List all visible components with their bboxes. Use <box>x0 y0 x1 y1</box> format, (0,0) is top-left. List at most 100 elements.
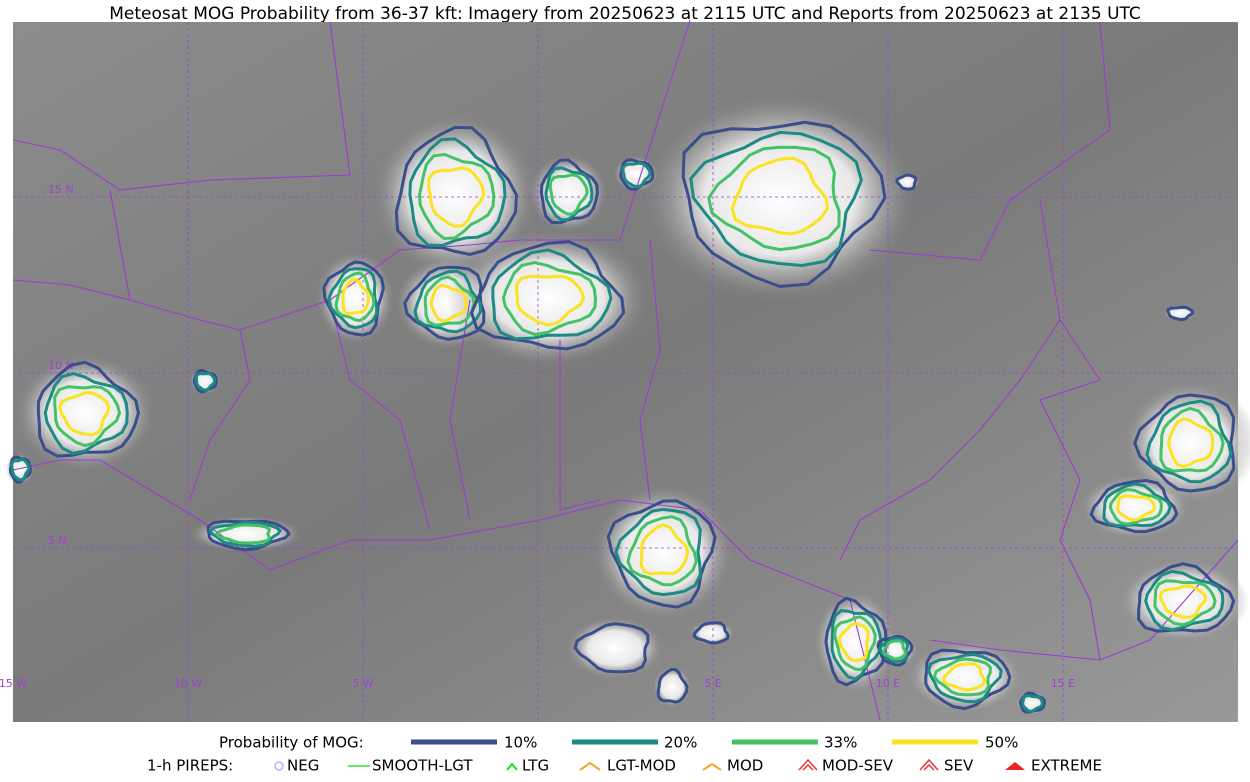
probability-contour <box>427 166 486 229</box>
probability-contour <box>470 240 626 351</box>
probability-contour <box>394 125 519 257</box>
probability-contour <box>417 152 496 241</box>
probability-contour <box>1116 494 1157 522</box>
probability-contour <box>878 636 909 663</box>
probability-contour <box>1166 305 1195 321</box>
legend-item: 50% <box>985 734 1018 752</box>
icon-mod <box>702 762 722 771</box>
probability-contour <box>491 248 613 341</box>
icon-neg <box>274 761 284 771</box>
probability-contour <box>43 372 129 455</box>
icon-ltg <box>506 762 518 771</box>
legend-item: SEV <box>944 757 974 775</box>
longitude-label: 10 W <box>174 677 202 690</box>
probability-contour <box>639 523 690 576</box>
probability-contour <box>413 269 483 334</box>
probability-contour <box>573 622 650 674</box>
probability-contour <box>1167 417 1215 469</box>
probability-contour <box>707 145 841 252</box>
probability-contour <box>1133 393 1236 493</box>
legend-item: LTG <box>522 757 549 775</box>
longitude-label: 15 W <box>0 677 27 690</box>
legend-item: 10% <box>504 734 537 752</box>
probability-contour <box>1021 694 1044 713</box>
probability-contour <box>334 271 376 323</box>
legend-label: Probability of MOG: <box>219 734 364 752</box>
probability-contour <box>515 274 586 327</box>
probability-contour <box>208 521 283 548</box>
legend-item: MOD <box>727 757 763 775</box>
longitude-label: 5 E <box>704 677 721 690</box>
probability-contour <box>824 596 888 687</box>
latitude-label: 15 N <box>48 183 74 196</box>
probability-contour <box>1089 478 1179 534</box>
probability-contour <box>689 130 863 268</box>
probability-contour <box>58 391 111 437</box>
contours <box>8 120 1236 714</box>
longitude-label: 10 E <box>876 677 900 690</box>
probability-contour <box>895 173 918 191</box>
legend-item: EXTREME <box>1031 757 1102 775</box>
probability-contour <box>423 275 476 327</box>
probability-contour <box>501 260 598 336</box>
probability-contour <box>429 283 468 323</box>
probability-contour <box>606 499 717 609</box>
cloud <box>15 354 155 472</box>
probability-contour <box>656 667 689 704</box>
probability-contour <box>1144 569 1225 632</box>
probability-contour <box>195 371 217 392</box>
probability-contour <box>408 137 507 248</box>
probability-contour <box>730 156 829 236</box>
latitude-label: 5 N <box>48 534 67 547</box>
probability-contour <box>926 652 1003 704</box>
probability-contour <box>882 639 907 661</box>
probability-contour <box>681 120 887 289</box>
probability-contour <box>403 265 486 341</box>
probability-contour <box>322 260 385 337</box>
probability-contour <box>932 657 992 697</box>
legend-item: 20% <box>664 734 697 752</box>
probability-contour <box>36 360 140 458</box>
cloud <box>1122 380 1250 506</box>
probability-contour <box>621 161 652 189</box>
probability-contour <box>1102 482 1172 528</box>
probability-contour <box>1136 562 1236 633</box>
title: Meteosat MOG Probability from 36-37 kft:… <box>109 4 1141 24</box>
legend-item: NEG <box>287 757 319 775</box>
legend-item: 33% <box>824 734 857 752</box>
cloud <box>566 616 664 680</box>
longitude-label: 15 E <box>1051 677 1075 690</box>
probability-contour <box>692 621 730 645</box>
probability-contour <box>941 662 987 692</box>
icon-lgt-mod <box>579 761 601 771</box>
probability-contour <box>1108 487 1163 526</box>
icon-extreme <box>1005 762 1025 770</box>
legend-label: 1-h PIREPS: <box>147 757 233 775</box>
icon-mod-sev <box>798 758 818 771</box>
probability-contour <box>626 515 698 587</box>
probability-contour <box>53 385 122 448</box>
probability-contour <box>1159 406 1225 473</box>
probability-contour <box>341 277 371 316</box>
probability-contour <box>1153 579 1217 627</box>
probability-contour <box>614 507 702 597</box>
probability-contour <box>837 621 870 662</box>
probability-contour <box>1145 399 1233 484</box>
probability-contour <box>830 609 883 681</box>
probability-contour <box>548 173 589 216</box>
probability-contour <box>539 158 599 225</box>
probability-contour <box>544 166 594 222</box>
probability-contour <box>327 267 379 330</box>
legend-item: LGT-MOD <box>607 757 676 775</box>
probability-contour <box>1158 584 1208 619</box>
icon-sev <box>919 758 939 771</box>
legend-item: SMOOTH-LGT <box>372 757 473 775</box>
probability-contour <box>833 615 877 672</box>
borders <box>12 19 1239 721</box>
legend: Probability of MOG: 10% 20% 33% 50% 1-h … <box>147 734 1102 775</box>
longitude-label: 5 W <box>352 677 373 690</box>
legend-item: MOD-SEV <box>822 757 894 775</box>
